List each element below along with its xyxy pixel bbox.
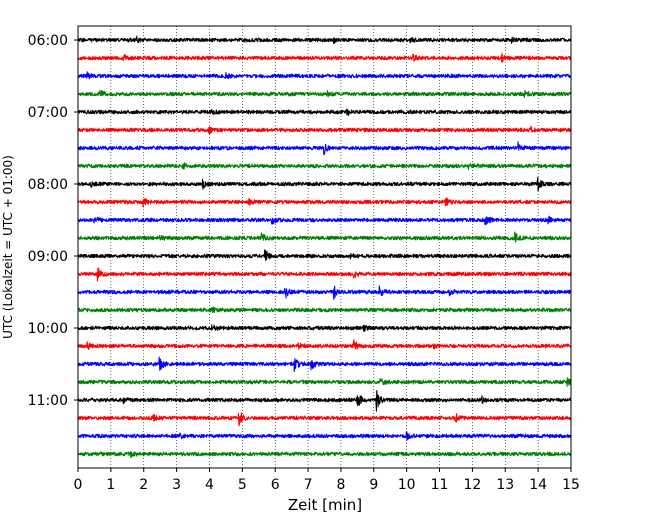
x-tick-label: 3 <box>172 477 181 493</box>
seismogram-trace <box>77 412 572 427</box>
seismogram-trace <box>77 231 572 243</box>
seismogram-trace <box>77 108 572 116</box>
y-tick-label: 11:00 <box>28 393 68 409</box>
x-axis-label: Zeit [min] <box>288 496 362 514</box>
seismogram-trace <box>77 125 572 135</box>
seismogram-trace <box>77 285 572 300</box>
x-tick-label: 12 <box>463 477 481 493</box>
seismogram-trace <box>77 141 572 156</box>
seismogram-trace <box>77 52 572 63</box>
x-tick-label: 4 <box>205 477 214 493</box>
x-tick-label: 6 <box>271 477 280 493</box>
x-tick-label: 7 <box>304 477 313 493</box>
y-tick-label: 07:00 <box>28 105 68 121</box>
x-tick-label: 9 <box>369 477 378 493</box>
y-tick-label: 10:00 <box>28 321 68 337</box>
x-tick-label: 15 <box>562 477 580 493</box>
x-tick-label: 0 <box>74 477 83 493</box>
y-tick-label: 08:00 <box>28 177 68 193</box>
seismogram-trace <box>77 197 572 208</box>
seismogram-trace <box>77 377 572 387</box>
seismogram-traces <box>77 35 572 459</box>
seismogram-trace <box>77 390 572 412</box>
x-tick-label: 13 <box>496 477 514 493</box>
x-tick-label: 11 <box>431 477 449 493</box>
x-tick-label: 10 <box>398 477 416 493</box>
x-axis-ticks: 0 1 2 3 4 5 6 7 8 9 10 11 12 13 14 15 <box>74 468 580 493</box>
y-axis-ticks: 06:00 07:00 08:00 09:00 10:00 11:00 <box>28 33 78 409</box>
seismogram-trace <box>77 71 572 80</box>
x-tick-label: 2 <box>139 477 148 493</box>
seismogram-trace <box>77 306 572 314</box>
seismogram-trace <box>77 176 572 192</box>
seismogram-trace <box>77 451 572 459</box>
x-tick-label: 5 <box>238 477 247 493</box>
plot-frame <box>77 25 572 469</box>
seismogram-trace <box>77 324 572 332</box>
x-tick-label: 8 <box>336 477 345 493</box>
seismogram-trace <box>77 356 572 372</box>
seismogram-trace <box>77 162 572 171</box>
y-axis-label: UTC (Lokalzeit = UTC + 01:00) <box>1 155 15 339</box>
seismogram-trace <box>77 267 572 282</box>
seismogram-trace <box>77 89 572 99</box>
seismogram-trace <box>77 431 572 441</box>
seismogram-trace <box>77 339 572 350</box>
seismogram-trace <box>77 35 572 45</box>
x-tick-label: 1 <box>106 477 115 493</box>
seismogram-trace <box>77 215 572 226</box>
x-tick-label: 14 <box>529 477 547 493</box>
y-tick-label: 06:00 <box>28 33 68 49</box>
y-tick-label: 09:00 <box>28 249 68 265</box>
seismogram-trace <box>77 249 572 261</box>
